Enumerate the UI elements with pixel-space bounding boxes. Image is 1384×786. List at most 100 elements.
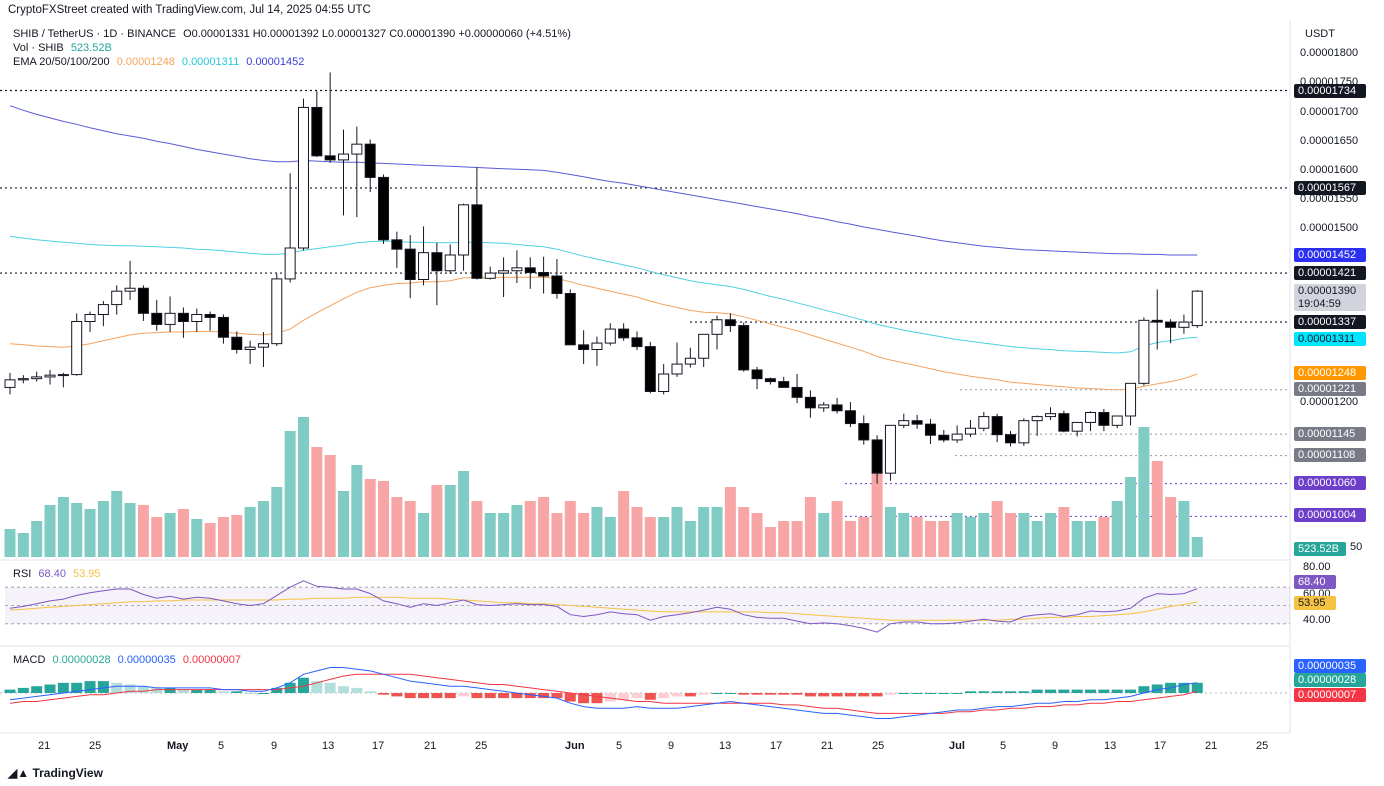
macd-histogram-bar bbox=[324, 682, 336, 693]
level-badge-1567: 0.00001567 bbox=[1294, 181, 1366, 195]
price-tick: 0.00001500 bbox=[1300, 222, 1359, 234]
candle-body bbox=[884, 424, 896, 474]
volume-bar bbox=[778, 521, 790, 557]
candle-body bbox=[391, 239, 403, 250]
candle-body bbox=[964, 427, 976, 435]
candle-body bbox=[404, 248, 416, 281]
time-axis-label: 5 bbox=[218, 740, 225, 752]
legend-ema-label[interactable]: EMA 20/50/100/200 bbox=[13, 56, 110, 68]
volume-bar bbox=[204, 523, 216, 557]
candle-body bbox=[84, 314, 96, 322]
candle-body bbox=[244, 346, 256, 350]
candle-body bbox=[818, 404, 830, 409]
legend-vol-label[interactable]: Vol · SHIB bbox=[13, 42, 64, 54]
macd-histogram-bar bbox=[137, 686, 149, 693]
time-axis-label: 21 bbox=[821, 740, 834, 752]
volume-bar bbox=[1045, 513, 1057, 557]
candle-body bbox=[618, 328, 630, 339]
volume-bar bbox=[498, 513, 510, 557]
macd-histogram-bar bbox=[4, 689, 16, 693]
price-axis-currency: USDT bbox=[1305, 28, 1335, 40]
macd-histogram-bar bbox=[844, 693, 856, 697]
volume-bar bbox=[991, 501, 1003, 557]
macd-label[interactable]: MACD bbox=[13, 654, 46, 666]
candle-body bbox=[204, 314, 216, 318]
tradingview-logo[interactable]: ◢▲ TradingView bbox=[8, 766, 103, 780]
volume-bar bbox=[111, 491, 123, 557]
legend-symbol[interactable]: SHIB / TetherUS · 1D · BINANCE bbox=[13, 28, 177, 40]
volume-bar bbox=[978, 513, 990, 557]
macd-histogram-bar bbox=[1071, 689, 1083, 693]
macd-histogram-bar bbox=[1045, 689, 1057, 693]
candle-body bbox=[311, 106, 323, 157]
candle-body bbox=[164, 312, 176, 325]
candle-body bbox=[684, 357, 696, 365]
macd-histogram-bar bbox=[444, 693, 456, 699]
macd-histogram-bar bbox=[244, 693, 256, 694]
macd-histogram-bar bbox=[764, 693, 776, 695]
volume-bar bbox=[818, 513, 830, 557]
volume-bar bbox=[217, 517, 229, 557]
volume-bar bbox=[44, 505, 56, 557]
volume-bar bbox=[444, 485, 456, 557]
macd-histogram-bar bbox=[44, 684, 56, 693]
volume-bar bbox=[964, 517, 976, 557]
ema50-badge: 0.00001311 bbox=[1294, 332, 1366, 346]
macd-histogram-bar bbox=[1138, 686, 1150, 693]
macd-histogram-bar bbox=[164, 687, 176, 693]
macd-hist-value: 0.00000028 bbox=[52, 654, 111, 666]
volume-bar bbox=[1071, 521, 1083, 557]
time-axis-label: 13 bbox=[322, 740, 335, 752]
macd-histogram-bar bbox=[551, 693, 563, 699]
volume-bar bbox=[951, 513, 963, 557]
macd-histogram-bar bbox=[898, 693, 910, 694]
macd-histogram-bar bbox=[591, 693, 603, 704]
legend-symbol-row: SHIB / TetherUS · 1D · BINANCE O0.000013… bbox=[13, 28, 575, 40]
macd-histogram-bar bbox=[578, 693, 590, 704]
candle-body bbox=[604, 328, 616, 344]
ema20-badge: 0.00001248 bbox=[1294, 366, 1366, 380]
macd-histogram-bar bbox=[671, 693, 683, 697]
candle-body bbox=[1005, 434, 1016, 444]
candle-body bbox=[1071, 421, 1083, 432]
time-axis-label: 9 bbox=[271, 740, 278, 752]
macd-histogram-bar bbox=[271, 687, 283, 693]
time-axis-label: Jul bbox=[949, 740, 965, 752]
level-badge-1337: 0.00001337 bbox=[1294, 315, 1366, 329]
macd-histogram-bar bbox=[498, 693, 510, 699]
macd-histogram-bar bbox=[1191, 682, 1203, 693]
macd-histogram-bar bbox=[97, 681, 109, 693]
volume-bar bbox=[97, 501, 109, 557]
candle-body bbox=[17, 378, 29, 381]
macd-histogram-bar bbox=[951, 693, 963, 694]
candle-body bbox=[191, 314, 203, 322]
level-badge-1221: 0.00001221 bbox=[1294, 382, 1366, 396]
time-axis-label: 13 bbox=[719, 740, 732, 752]
volume-bar bbox=[297, 417, 309, 557]
rsi-label[interactable]: RSI bbox=[13, 568, 32, 580]
macd-histogram-bar bbox=[391, 693, 403, 697]
candle-body bbox=[378, 176, 390, 241]
rsi-legend: RSI 68.40 53.95 bbox=[13, 568, 105, 580]
candle-body bbox=[271, 278, 283, 345]
volume-bar bbox=[551, 513, 563, 557]
candle-body bbox=[551, 275, 563, 294]
legend-ohlc: O0.00001331 H0.00001392 L0.00001327 C0.0… bbox=[183, 28, 571, 40]
volume-bar bbox=[1178, 501, 1190, 557]
candle-body bbox=[1138, 319, 1150, 384]
macd-histogram-bar bbox=[684, 693, 696, 697]
candle-body bbox=[911, 420, 923, 425]
volume-bar bbox=[764, 527, 776, 557]
volume-bar bbox=[711, 507, 723, 557]
rsi-tick: 80.00 bbox=[1303, 561, 1331, 573]
candle-body bbox=[1031, 416, 1043, 422]
rsi-badge: 68.40 bbox=[1294, 575, 1336, 589]
macd-signal-value: 0.00000007 bbox=[182, 654, 241, 666]
candle-body bbox=[1085, 412, 1097, 423]
volume-bar bbox=[1098, 517, 1110, 557]
candle-body bbox=[991, 416, 1003, 436]
price-tick: 0.00001550 bbox=[1300, 193, 1359, 205]
rsi-value: 68.40 bbox=[38, 568, 66, 580]
candle-body bbox=[1151, 319, 1163, 323]
